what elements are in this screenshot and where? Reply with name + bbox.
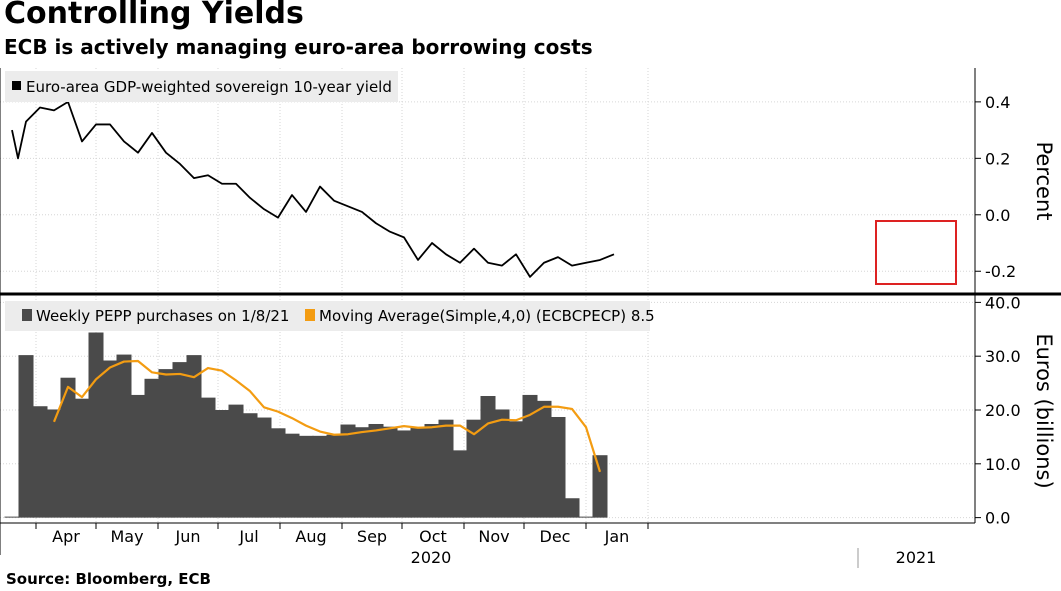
pepp-bar (256, 417, 272, 518)
pepp-bar (172, 362, 188, 518)
yield-legend-bg (5, 71, 398, 102)
yield-legend-label: Euro-area GDP-weighted sovereign 10-year… (26, 78, 392, 96)
yield-y-ticks: 0.4 0.2 0.0 -0.2 (975, 93, 1016, 281)
yield-line (11, 100, 615, 278)
pepp-bar (284, 433, 300, 518)
pepp-bar (480, 396, 496, 518)
pepp-bar (578, 516, 594, 518)
yield-tick-label: 0.4 (985, 93, 1010, 112)
pepp-bar (354, 427, 370, 518)
x-month-label: Apr (52, 527, 80, 546)
pepp-bar (200, 397, 216, 518)
pepp-bar (382, 426, 398, 518)
pepp-bar (158, 369, 174, 518)
pepp-bar (228, 404, 244, 518)
pepp-bar (522, 394, 538, 518)
x-month-label: Jun (175, 527, 201, 546)
ma-legend-swatch (305, 309, 315, 321)
x-month-label: Jul (238, 527, 258, 546)
x-month-label: May (110, 527, 143, 546)
pepp-bar (410, 427, 426, 518)
pepp-bars (4, 332, 608, 518)
pepp-bar (592, 455, 608, 518)
pepp-tick-label: 0.0 (985, 509, 1010, 528)
pepp-y-ticks: 40.0 30.0 20.0 10.0 0.0 (975, 293, 1021, 528)
ma-legend-value: 8.5 (631, 307, 655, 325)
x-month-label: Jan (604, 527, 630, 546)
x-month-labels: Apr May Jun Jul Aug Sep Oct Nov Dec Jan (52, 527, 629, 546)
x-year-2021: 2021 (896, 548, 937, 567)
pepp-bar (88, 332, 104, 518)
pepp-bar (116, 354, 132, 518)
x-month-label: Sep (357, 527, 387, 546)
yield-tick-label: -0.2 (985, 262, 1016, 281)
chart-title: Controlling Yields (4, 0, 304, 31)
highlight-box (875, 220, 957, 285)
pepp-bar (312, 435, 328, 518)
x-month-label: Dec (540, 527, 571, 546)
pepp-bar (186, 355, 202, 518)
pepp-bar (508, 421, 524, 518)
pepp-bar (242, 413, 258, 518)
pepp-bar (438, 419, 454, 518)
x-month-label: Aug (295, 527, 326, 546)
pepp-bar (536, 400, 552, 518)
pepp-bar (494, 409, 510, 518)
pepp-bar (270, 428, 286, 518)
pepp-bar (46, 409, 62, 518)
ma-legend-name: Moving Average(Simple,4,0) (ECBCPECP) (319, 307, 626, 325)
pepp-bar (396, 430, 412, 518)
pepp-tick-label: 20.0 (985, 401, 1021, 420)
pepp-bar (74, 398, 90, 518)
chart-subtitle: ECB is actively managing euro-area borro… (4, 35, 593, 59)
pepp-bar (368, 423, 384, 518)
pepp-bar (340, 424, 356, 518)
pepp-bar (4, 516, 20, 518)
pepp-bar (130, 394, 146, 518)
pepp-bar (32, 406, 48, 518)
pepp-bar (424, 423, 440, 518)
source-note: Source: Bloomberg, ECB (6, 570, 211, 588)
pepp-bar (18, 355, 34, 518)
pepp-axis-title: Euros (billions) (1032, 333, 1056, 488)
pepp-bar (452, 450, 468, 518)
pepp-tick-label: 30.0 (985, 347, 1021, 366)
bar-legend-label: Weekly PEPP purchases on 1/8/21 (36, 307, 289, 325)
pepp-bar (102, 360, 118, 518)
yield-panel-grid (0, 101, 975, 272)
bar-legend-swatch (22, 309, 32, 321)
pepp-legend-bg (5, 301, 650, 331)
yield-tick-label: 0.0 (985, 206, 1010, 225)
ma-legend-label: Moving Average(Simple,4,0) (ECBCPECP) 8.… (319, 307, 655, 325)
pepp-bar (144, 378, 160, 518)
pepp-bar (550, 416, 566, 518)
pepp-bar (564, 498, 580, 518)
pepp-bar (298, 435, 314, 518)
pepp-bar (214, 410, 230, 518)
pepp-bar (326, 434, 342, 518)
x-gridlines (35, 68, 649, 529)
pepp-tick-label: 40.0 (985, 293, 1021, 312)
pepp-bar (60, 377, 76, 518)
x-year-2020: 2020 (411, 548, 452, 567)
x-month-label: Nov (478, 527, 509, 546)
x-month-label: Oct (419, 527, 447, 546)
yield-tick-label: 0.2 (985, 149, 1010, 168)
moving-average-line (52, 359, 602, 473)
yield-legend-swatch (12, 81, 21, 90)
pepp-tick-label: 10.0 (985, 455, 1021, 474)
pepp-bar (466, 419, 482, 518)
yield-axis-title: Percent (1032, 141, 1056, 220)
